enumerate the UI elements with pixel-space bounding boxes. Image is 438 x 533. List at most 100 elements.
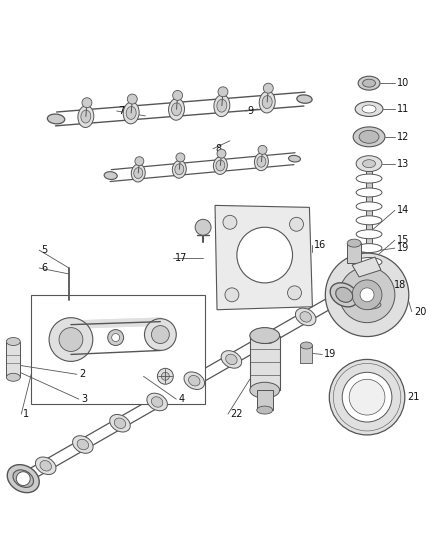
Text: 21: 21 xyxy=(407,392,419,402)
Circle shape xyxy=(145,319,176,351)
Circle shape xyxy=(339,267,395,322)
Ellipse shape xyxy=(226,354,237,365)
Ellipse shape xyxy=(126,107,136,119)
Ellipse shape xyxy=(363,160,375,168)
Ellipse shape xyxy=(134,167,143,179)
Circle shape xyxy=(217,149,226,158)
Ellipse shape xyxy=(356,202,382,211)
Text: 22: 22 xyxy=(230,409,242,419)
Text: 19: 19 xyxy=(397,243,409,253)
Bar xyxy=(31,295,205,404)
Ellipse shape xyxy=(7,373,20,381)
Ellipse shape xyxy=(147,393,167,411)
Circle shape xyxy=(349,379,385,415)
Circle shape xyxy=(218,87,228,97)
Text: 15: 15 xyxy=(397,235,409,245)
Ellipse shape xyxy=(356,156,382,172)
Ellipse shape xyxy=(169,99,184,120)
Text: 12: 12 xyxy=(397,132,409,142)
Ellipse shape xyxy=(355,102,383,116)
Ellipse shape xyxy=(7,465,39,492)
Ellipse shape xyxy=(213,157,227,174)
Ellipse shape xyxy=(73,435,93,453)
Circle shape xyxy=(49,318,93,361)
Ellipse shape xyxy=(356,188,382,197)
Circle shape xyxy=(342,373,392,422)
Ellipse shape xyxy=(263,333,274,343)
Ellipse shape xyxy=(35,457,56,474)
Ellipse shape xyxy=(7,337,20,345)
Ellipse shape xyxy=(172,103,181,116)
Ellipse shape xyxy=(358,76,380,90)
Ellipse shape xyxy=(216,160,225,171)
Circle shape xyxy=(152,326,170,343)
Circle shape xyxy=(360,288,374,302)
Ellipse shape xyxy=(300,312,311,322)
Bar xyxy=(7,342,20,377)
Ellipse shape xyxy=(123,102,139,124)
Ellipse shape xyxy=(357,300,381,309)
Ellipse shape xyxy=(356,257,382,266)
Ellipse shape xyxy=(359,131,379,143)
Text: 10: 10 xyxy=(397,78,409,88)
Text: 2: 2 xyxy=(79,369,85,379)
Bar xyxy=(347,243,361,263)
Circle shape xyxy=(59,328,83,351)
Ellipse shape xyxy=(289,156,300,162)
Text: 5: 5 xyxy=(41,245,47,255)
Ellipse shape xyxy=(13,470,34,487)
Circle shape xyxy=(225,288,239,302)
Text: 17: 17 xyxy=(175,253,187,263)
Ellipse shape xyxy=(351,298,387,312)
Text: 16: 16 xyxy=(314,240,327,250)
Text: 6: 6 xyxy=(41,263,47,273)
Ellipse shape xyxy=(77,439,88,450)
Circle shape xyxy=(329,359,405,435)
Text: 19: 19 xyxy=(324,350,336,359)
Ellipse shape xyxy=(217,99,227,112)
Ellipse shape xyxy=(172,160,186,178)
Circle shape xyxy=(108,329,124,345)
Ellipse shape xyxy=(175,164,184,175)
Circle shape xyxy=(82,98,92,108)
Ellipse shape xyxy=(356,216,382,225)
Polygon shape xyxy=(215,205,312,310)
Ellipse shape xyxy=(81,110,91,123)
Ellipse shape xyxy=(250,328,279,343)
Text: 14: 14 xyxy=(397,205,409,215)
Ellipse shape xyxy=(362,105,376,113)
Ellipse shape xyxy=(356,174,382,183)
Ellipse shape xyxy=(152,397,163,407)
Text: 8: 8 xyxy=(215,144,221,154)
Ellipse shape xyxy=(110,415,130,432)
Circle shape xyxy=(135,157,144,166)
Circle shape xyxy=(173,91,183,100)
Bar xyxy=(366,171,372,300)
Ellipse shape xyxy=(257,406,273,414)
Circle shape xyxy=(223,215,237,229)
Ellipse shape xyxy=(78,106,94,127)
Ellipse shape xyxy=(221,351,242,368)
Text: 11: 11 xyxy=(397,104,409,114)
Text: 18: 18 xyxy=(394,280,406,290)
Circle shape xyxy=(195,219,211,235)
Ellipse shape xyxy=(300,342,312,349)
Bar xyxy=(250,336,279,390)
Circle shape xyxy=(288,286,301,300)
Text: 4: 4 xyxy=(178,394,184,404)
Ellipse shape xyxy=(356,230,382,239)
Ellipse shape xyxy=(184,372,205,390)
Circle shape xyxy=(237,227,293,283)
Text: 13: 13 xyxy=(397,159,409,168)
Ellipse shape xyxy=(356,271,382,280)
Circle shape xyxy=(176,153,185,162)
Ellipse shape xyxy=(259,91,275,113)
Circle shape xyxy=(161,373,170,380)
Ellipse shape xyxy=(336,287,353,302)
Ellipse shape xyxy=(363,79,375,87)
Ellipse shape xyxy=(347,239,361,247)
Circle shape xyxy=(258,146,267,155)
Circle shape xyxy=(127,94,137,104)
Ellipse shape xyxy=(257,156,266,167)
Ellipse shape xyxy=(40,461,51,471)
